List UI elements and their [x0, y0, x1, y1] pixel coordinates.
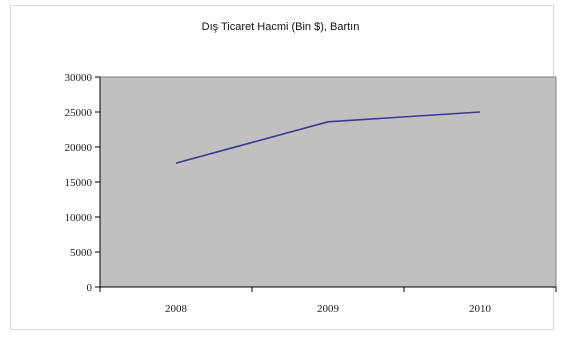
y-tick-label: 0	[87, 282, 93, 294]
y-axis-ticks: 0 5000 10000 15000 20000 25000 30000	[65, 72, 100, 294]
y-tick-label: 5000	[70, 247, 93, 259]
chart-title: Dış Ticaret Hacmi (Bin $), Bartın	[201, 21, 360, 33]
x-tick-label: 2010	[469, 303, 492, 315]
y-tick-label: 25000	[65, 107, 93, 119]
series-layer	[175, 111, 481, 164]
y-tick-label: 10000	[65, 212, 93, 224]
y-tick-label: 20000	[65, 142, 93, 154]
series-line-0	[175, 111, 481, 164]
x-tick-label: 2009	[317, 303, 340, 315]
x-tick-label: 2008	[165, 303, 188, 315]
y-tick-label: 15000	[65, 177, 93, 189]
y-tick-label: 30000	[65, 72, 93, 84]
x-axis-ticks: 2008 2009 2010	[99, 287, 557, 315]
plot-area	[99, 76, 557, 288]
